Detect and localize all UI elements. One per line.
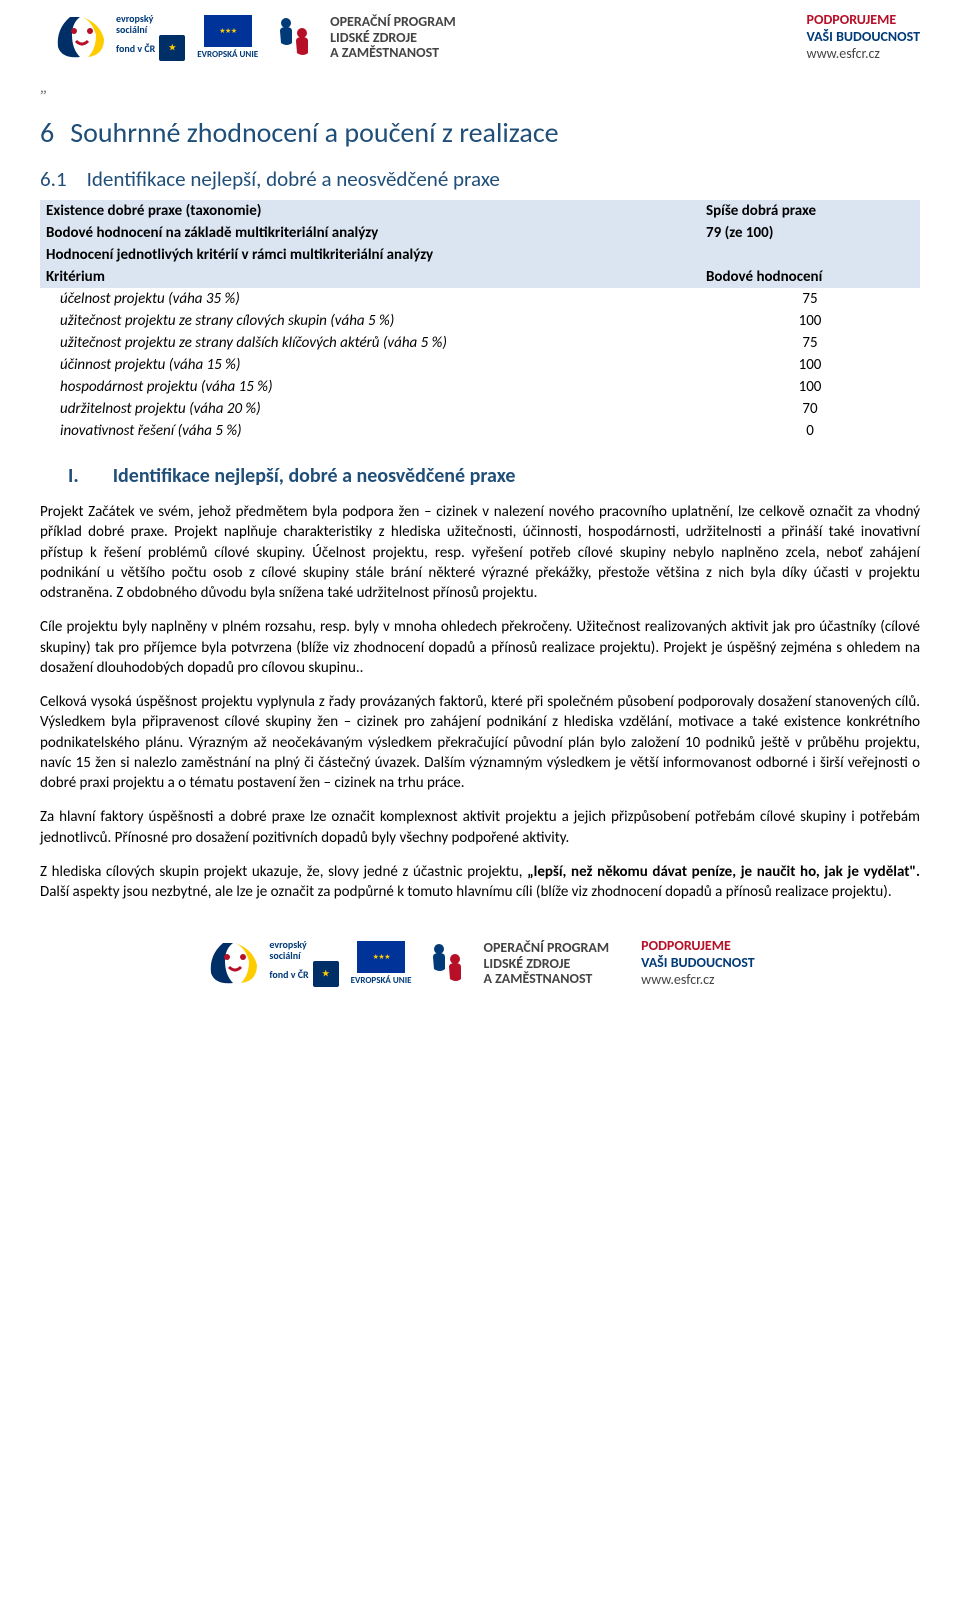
row2-label: Bodové hodnocení na základě multikriteri… xyxy=(40,222,700,244)
op-line2: LIDSKÉ ZDROJE xyxy=(330,30,456,45)
eu-logo: EVROPSKÁ UNIE xyxy=(197,15,258,60)
val7: 0 xyxy=(700,420,920,442)
op-line1: OPERAČNÍ PROGRAM xyxy=(330,14,456,29)
support-line2: VAŠI BUDOUCNOST xyxy=(807,29,920,46)
stars-icon-f xyxy=(313,961,339,987)
op-line3-f: A ZAMĚSTNANOST xyxy=(483,971,609,986)
esf-icon-footer xyxy=(205,939,263,987)
val6: 70 xyxy=(700,398,920,420)
header-logo-bar: evropský sociální fond v ČR EVROPSKÁ UNI… xyxy=(52,0,920,74)
score-header: Bodové hodnocení xyxy=(700,266,920,288)
subsection-number: 6.1 xyxy=(40,166,67,192)
row1-value: Spíše dobrá praxe xyxy=(700,200,920,222)
p5-part-c: Další aspekty jsou nezbytné, ale lze je … xyxy=(40,883,892,901)
eu-logo-footer: EVROPSKÁ UNIE xyxy=(351,941,412,986)
crit4: účinnost projektu (váha 15 %) xyxy=(40,354,700,376)
support-line3: www.esfcr.cz xyxy=(807,46,920,63)
footer-logo-bar: evropský sociální fond v ČR EVROPSKÁ UNI… xyxy=(40,926,920,1000)
op-line3: A ZAMĚSTNANOST xyxy=(330,45,456,60)
heading-text: Souhrnné zhodnocení a poučení z realizac… xyxy=(70,115,558,150)
section-I-number: I. xyxy=(68,464,79,488)
crit2: užitečnost projektu ze strany cílových s… xyxy=(40,310,700,332)
op-program-text: OPERAČNÍ PROGRAM LIDSKÉ ZDROJE A ZAMĚSTN… xyxy=(330,14,456,60)
crit7: inovativnost řešení (váha 5 %) xyxy=(40,420,700,442)
esf-text-3-f: fond v ČR xyxy=(269,969,308,980)
esf-logo-footer: evropský sociální fond v ČR xyxy=(205,939,338,987)
crit3: užitečnost projektu ze strany dalších kl… xyxy=(40,332,700,354)
eu-flag-icon-f xyxy=(357,941,405,973)
esf-text-2: sociální xyxy=(116,24,185,35)
op-program-text-f: OPERAČNÍ PROGRAM LIDSKÉ ZDROJE A ZAMĚSTN… xyxy=(483,940,609,986)
row2-value: 79 (ze 100) xyxy=(700,222,920,244)
eu-flag-icon xyxy=(204,15,252,47)
evaluation-table: Existence dobré praxe (taxonomie) Spíše … xyxy=(40,200,920,442)
crit1: účelnost projektu (váha 35 %) xyxy=(40,288,700,310)
paragraph-2: Cíle projektu byly naplněny v plném rozs… xyxy=(40,617,920,678)
eu-label: EVROPSKÁ UNIE xyxy=(197,49,258,60)
section-I-title: Identifikace nejlepší, dobré a neosvědče… xyxy=(113,464,516,488)
support-text: PODPORUJEME VAŠI BUDOUCNOST www.esfcr.cz xyxy=(807,12,920,62)
val3: 75 xyxy=(700,332,920,354)
op-people-icon-f xyxy=(423,939,471,987)
esf-logo: evropský sociální fond v ČR xyxy=(52,13,185,61)
heading-number: 6 xyxy=(40,115,54,150)
support-line1-f: PODPORUJEME xyxy=(641,938,754,955)
support-line3-f: www.esfcr.cz xyxy=(641,972,754,989)
row3-span: Hodnocení jednotlivých kritérií v rámci … xyxy=(40,244,920,266)
p5-part-a: Z hlediska cílových skupin projekt ukazu… xyxy=(40,863,527,881)
stars-icon xyxy=(159,35,185,61)
paragraph-5: Z hlediska cílových skupin projekt ukazu… xyxy=(40,862,920,903)
row1-label: Existence dobré praxe (taxonomie) xyxy=(40,200,700,222)
esf-text-3: fond v ČR xyxy=(116,43,155,54)
subsection-text: Identifikace nejlepší, dobré a neosvědče… xyxy=(87,166,500,192)
p5-quote: „lepší, než někomu dávat peníze, je nauč… xyxy=(527,863,920,881)
support-line2-f: VAŠI BUDOUCNOST xyxy=(641,955,754,972)
op-line1-f: OPERAČNÍ PROGRAM xyxy=(483,940,609,955)
esf-icon xyxy=(52,13,110,61)
val1: 75 xyxy=(700,288,920,310)
crit6: udržitelnost projektu (váha 20 %) xyxy=(40,398,700,420)
esf-text-2-f: sociální xyxy=(269,950,338,961)
paragraph-1: Projekt Začátek ve svém, jehož předmětem… xyxy=(40,502,920,603)
op-people-icon xyxy=(270,13,318,61)
paragraph-4: Za hlavní faktory úspěšnosti a dobré pra… xyxy=(40,807,920,848)
op-line2-f: LIDSKÉ ZDROJE xyxy=(483,956,609,971)
eu-label-f: EVROPSKÁ UNIE xyxy=(351,975,412,986)
crit5: hospodárnost projektu (váha 15 %) xyxy=(40,376,700,398)
val2: 100 xyxy=(700,310,920,332)
support-line1: PODPORUJEME xyxy=(807,12,920,29)
section-I-heading: I. Identifikace nejlepší, dobré a neosvě… xyxy=(40,464,920,488)
crit-header: Kritérium xyxy=(40,266,700,288)
subsection-heading: 6.1 Identifikace nejlepší, dobré a neosv… xyxy=(40,166,920,192)
paragraph-3: Celková vysoká úspěšnost projektu vyplyn… xyxy=(40,692,920,793)
opening-quote: „ xyxy=(40,0,52,97)
val5: 100 xyxy=(700,376,920,398)
main-heading: 6 Souhrnné zhodnocení a poučení z realiz… xyxy=(40,115,920,150)
support-text-f: PODPORUJEME VAŠI BUDOUCNOST www.esfcr.cz xyxy=(641,938,754,988)
val4: 100 xyxy=(700,354,920,376)
